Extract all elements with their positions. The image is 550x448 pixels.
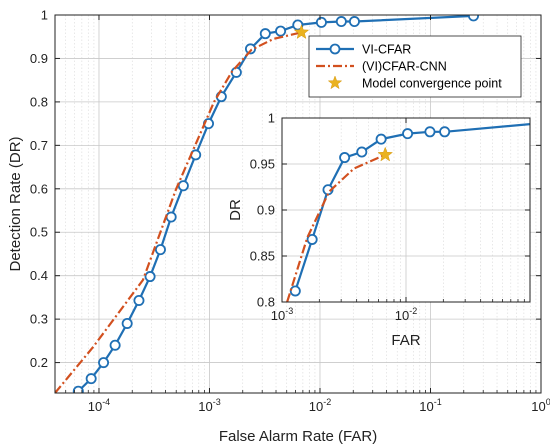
main-vi-cfar-cnn-line: [55, 31, 302, 393]
main-vi-cfar-point: [259, 28, 271, 40]
inset-ytick-label: 0.9: [257, 203, 275, 218]
inset-x-axis-label: FAR: [391, 332, 420, 349]
legend-vi-cfar-marker: [329, 43, 341, 55]
inset-vi-cfar-point: [306, 233, 318, 245]
main-vi-cfar-point: [72, 385, 84, 393]
main-xtick-label: 10-1: [419, 397, 441, 414]
main-xtick-label: 10-3: [198, 397, 220, 414]
main-vi-cfar-point: [177, 180, 189, 192]
main-vi-cfar-point: [335, 16, 347, 28]
legend-vi-cfar-cnn-label: (VI)CFAR-CNN: [362, 60, 447, 74]
main-vi-cfar-point: [275, 25, 287, 37]
main-vi-cfar-line: [77, 15, 474, 393]
main-vi-cfar-point: [109, 339, 121, 351]
inset-vi-cfar-line: [294, 123, 530, 292]
legend-box: [308, 35, 522, 98]
main-vi-cfar-point: [133, 294, 145, 306]
main-ytick-label: 0.5: [30, 225, 48, 240]
main-ytick-label: 0.9: [30, 51, 48, 66]
main-x-axis-label: False Alarm Rate (FAR): [219, 428, 377, 445]
main-vi-cfar-point: [230, 66, 242, 78]
legend-convergence-star: [327, 75, 343, 90]
main-ytick-label: 0.8: [30, 94, 48, 109]
main-vi-cfar-point: [165, 211, 177, 223]
inset-vi-cfar-point: [424, 126, 436, 138]
inset-convergence-star: [377, 146, 394, 162]
main-vi-cfar-point: [468, 15, 479, 22]
legend-vi-cfar-label: VI-CFAR: [362, 43, 411, 57]
inset-series-group: [286, 123, 530, 302]
inset-vi-cfar-point: [289, 285, 301, 297]
main-vi-cfar-point: [348, 16, 360, 28]
main-vi-cfar-point: [154, 244, 166, 256]
main-vi-cfar-point: [98, 357, 110, 369]
inset-ytick-label: 1: [268, 111, 275, 126]
main-axes-frame: [54, 14, 542, 394]
main-ytick-label: 0.3: [30, 312, 48, 327]
main-convergence-star: [293, 24, 310, 40]
inset-xtick-label: 10-2: [395, 306, 417, 323]
inset-vi-cfar-point: [339, 152, 351, 164]
main-vi-cfar-point: [121, 317, 133, 329]
main-xtick-label: 100: [531, 397, 550, 414]
main-ytick-label: 1: [41, 8, 48, 23]
main-xtick-label: 10-4: [88, 397, 110, 414]
main-vi-cfar-point: [85, 373, 97, 385]
main-series-group: [55, 15, 479, 393]
main-ytick-label: 0.4: [30, 268, 48, 283]
inset-y-axis-label: DR: [227, 199, 244, 221]
inset-ytick-label: 0.85: [250, 249, 275, 264]
inset-vi-cfar-point: [439, 126, 451, 138]
main-ytick-label: 0.7: [30, 138, 48, 153]
main-y-axis-label: Detection Rate (DR): [7, 136, 24, 271]
inset-xtick-label: 10-3: [271, 306, 293, 323]
main-ytick-label: 0.6: [30, 181, 48, 196]
legend-convergence-label: Model convergence point: [362, 77, 502, 91]
inset-vi-cfar-point: [402, 128, 414, 140]
main-vi-cfar-point: [315, 16, 327, 28]
main-ytick-label: 0.2: [30, 355, 48, 370]
inset-ytick-label: 0.8: [257, 295, 275, 310]
legend: VI-CFAR (VI)CFAR-CNN Model convergence poi…: [308, 35, 522, 98]
main-vi-cfar-point: [292, 19, 304, 31]
main-vi-cfar-point: [144, 271, 156, 283]
inset-ytick-label: 0.95: [250, 157, 275, 172]
inset-panel: 0.8 0.85 0.9 0.95 1 10-3 10-2 FAR DR: [227, 111, 531, 349]
main-xtick-label: 10-2: [309, 397, 331, 414]
inset-vi-cfar-point: [375, 133, 387, 145]
inset-vi-cfar-point: [356, 146, 368, 158]
